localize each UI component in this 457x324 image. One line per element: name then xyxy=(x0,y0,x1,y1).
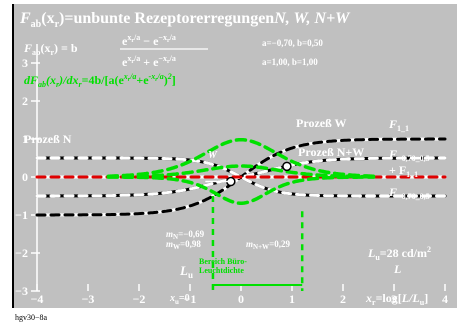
annotation-luminance: Lu=28 cd/m2 xyxy=(367,245,431,262)
y-tick-label: 2 xyxy=(22,94,28,108)
derivative-sum xyxy=(106,164,376,179)
chart-title: Fab(xr)=unbunte RezeptorerregungenN, W, … xyxy=(19,10,351,30)
annotation-bereich-2: Leuchtdichte xyxy=(199,266,244,275)
label-prozess-n: Prozeß N xyxy=(24,132,72,146)
x-tick-label: −2 xyxy=(133,292,146,306)
annotation-xu: xu=0 xyxy=(169,293,190,306)
label-f07-bottom: F−0,70_0,5 xyxy=(388,185,430,201)
y-tick-label: −3 xyxy=(15,284,28,298)
curves xyxy=(35,137,447,291)
annotation-m-w: mW=0,98 xyxy=(166,239,201,251)
x-tick-label: −3 xyxy=(82,292,95,306)
formula-lhs: Fab(xr) = b xyxy=(23,41,78,57)
x-tick-label: 1 xyxy=(289,292,295,306)
curve-f07-plus-f11-white-dashed xyxy=(35,156,447,198)
x-tick-label: 3 xyxy=(391,292,397,306)
annotation-m-n: mN=−0,69 xyxy=(166,229,205,241)
y-tick-label: −1 xyxy=(15,208,28,222)
x-tick-label: −4 xyxy=(31,292,44,306)
x-tick-label: −1 xyxy=(184,292,197,306)
label-f07-plus-f11: + F1_1 xyxy=(389,163,418,179)
y-tick-label: 3 xyxy=(22,56,28,70)
x-tick-labels: −4 −3 −2 −1 0 1 2 3 4 xyxy=(31,292,448,306)
y-tick-labels: 3 2 1 0 −1 −2 −3 xyxy=(15,56,28,298)
derivative-f11 xyxy=(106,138,376,178)
x-tick-label: 2 xyxy=(340,292,346,306)
y-tick-label: −2 xyxy=(15,246,28,260)
annotation-m-nw: mN+W=0,29 xyxy=(246,239,290,251)
x-axis-label: xr=log[L/Lu] xyxy=(365,291,428,307)
label-w-marker: W xyxy=(208,150,218,161)
derivative-formula: dFab(xr)/dxr=4b/[a(exr/a+e-xr/a)2] xyxy=(24,72,176,89)
label-prozess-nw: Prozeß N+W xyxy=(298,145,364,159)
label-f11: F1_1 xyxy=(388,117,409,133)
annotation-lu: Lu xyxy=(179,263,193,280)
annotation-luminance-l: L xyxy=(393,262,401,276)
params-line-2: a=1,00, b=1,00 xyxy=(262,57,318,67)
y-tick-label: 0 xyxy=(22,170,28,184)
marker-w xyxy=(282,161,292,172)
formula-numerator: exr/a − e−xr/a xyxy=(122,33,176,48)
x-tick-label: 4 xyxy=(442,292,448,306)
label-prozess-w: Prozeß W xyxy=(296,116,347,130)
footer-code: hgv30−8a xyxy=(15,313,48,322)
annotation-bereich-1: Bereich Büro- xyxy=(199,257,247,266)
label-f07-top: F−0,70_0,5 xyxy=(388,147,430,163)
tick-marks xyxy=(31,44,446,292)
y-tick-label: 1 xyxy=(22,132,28,146)
x-tick-label: 0 xyxy=(238,292,244,306)
derivative-f07 xyxy=(106,175,376,205)
params-line-1: a=−0,70, b=0,50 xyxy=(262,38,323,48)
plot-background xyxy=(13,4,457,308)
formula-denominator: exr/a + e−xr/a xyxy=(122,54,176,69)
